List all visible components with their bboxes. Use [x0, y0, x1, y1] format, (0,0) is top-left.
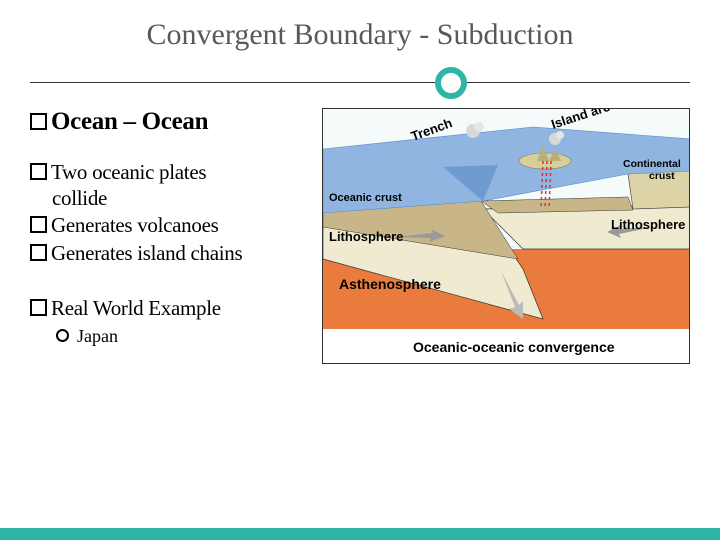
diagram-column: Trench Island arc Oceanic crust Continen…: [322, 108, 690, 378]
diagram-svg: Trench Island arc Oceanic crust Continen…: [323, 109, 690, 364]
oceanic-crust-label: Oceanic crust: [329, 192, 402, 204]
bullet-text-cont: collide: [52, 186, 316, 212]
sub-bullet-item: Japan: [56, 326, 316, 347]
accent-bar: [0, 528, 720, 540]
bullet-item: Generates island chains: [30, 241, 316, 267]
horizontal-rule: [30, 82, 690, 83]
bullet-item: Real World Example: [30, 296, 316, 322]
bullet-item: Two oceanic platescollide: [30, 160, 316, 211]
spacer: [30, 268, 316, 296]
continental-crust-label: Continental: [623, 158, 681, 170]
island-arc-label: Island arc: [549, 109, 611, 132]
bullet-text: Two oceanic plates: [51, 160, 206, 184]
content-row: Ocean – Ocean Two oceanic platescollide …: [30, 108, 690, 378]
title-rule: [30, 64, 690, 104]
text-column: Ocean – Ocean Two oceanic platescollide …: [30, 108, 316, 378]
continental-crust-label2: crust: [649, 170, 675, 182]
bullet-item: Generates volcanoes: [30, 213, 316, 239]
sub-bullet-text: Japan: [77, 326, 118, 346]
accent-ring-icon: [435, 67, 467, 99]
bullet-text: Generates island chains: [51, 241, 242, 265]
subtitle-text: Ocean – Ocean: [51, 108, 208, 135]
smoke-icon: [474, 122, 484, 132]
subduction-diagram: Trench Island arc Oceanic crust Continen…: [322, 108, 690, 364]
slide-title: Convergent Boundary - Subduction: [30, 18, 690, 52]
bullet-text: Generates volcanoes: [51, 213, 218, 237]
lithosphere-right-label: Lithosphere: [611, 217, 685, 232]
subtitle: Ocean – Ocean: [30, 108, 316, 136]
slide: Convergent Boundary - Subduction Ocean –…: [0, 0, 720, 540]
lithosphere-left-label: Lithosphere: [329, 229, 403, 244]
diagram-caption: Oceanic-oceanic convergence: [413, 339, 615, 355]
right-oceanic-crust: [481, 197, 633, 213]
smoke-icon: [556, 131, 564, 139]
asthenosphere-label: Asthenosphere: [339, 276, 441, 292]
bullet-text: Real World Example: [51, 296, 221, 320]
